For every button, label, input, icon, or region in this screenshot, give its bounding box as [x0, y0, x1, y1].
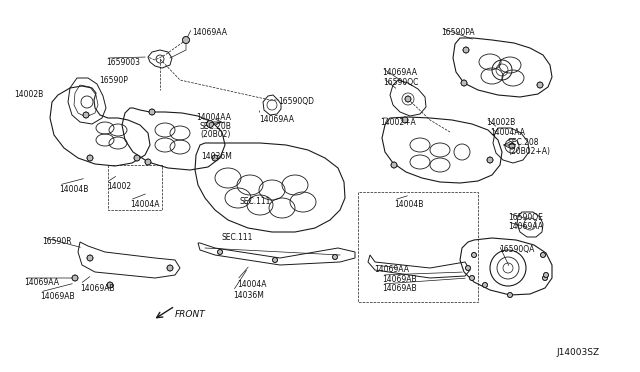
- Circle shape: [405, 96, 411, 102]
- Circle shape: [134, 155, 140, 161]
- Text: 16590R: 16590R: [42, 237, 72, 246]
- Circle shape: [487, 157, 493, 163]
- Circle shape: [107, 282, 113, 288]
- Text: 14069AA: 14069AA: [374, 265, 409, 274]
- Text: 16590QE: 16590QE: [508, 213, 543, 222]
- Circle shape: [218, 250, 223, 254]
- Text: J14003SZ: J14003SZ: [556, 348, 599, 357]
- Circle shape: [87, 255, 93, 261]
- Text: 16590QD: 16590QD: [278, 97, 314, 106]
- Text: 14004B: 14004B: [59, 185, 88, 194]
- Circle shape: [402, 117, 408, 123]
- Circle shape: [472, 253, 477, 257]
- Circle shape: [537, 82, 543, 88]
- Text: 14002: 14002: [107, 182, 131, 191]
- Circle shape: [470, 276, 474, 280]
- Circle shape: [273, 257, 278, 263]
- Text: 14002B: 14002B: [14, 90, 44, 99]
- Circle shape: [461, 80, 467, 86]
- Text: 16590P: 16590P: [99, 76, 128, 85]
- Text: 1659003: 1659003: [106, 58, 140, 67]
- Text: 14004A: 14004A: [130, 200, 159, 209]
- Circle shape: [543, 273, 548, 278]
- Text: 14069AA: 14069AA: [508, 222, 543, 231]
- Circle shape: [207, 121, 214, 128]
- Text: SEC.111: SEC.111: [239, 197, 270, 206]
- Text: 14004A: 14004A: [237, 280, 266, 289]
- Circle shape: [167, 265, 173, 271]
- Text: 14069AA: 14069AA: [192, 28, 227, 37]
- Text: SEC.20B: SEC.20B: [200, 122, 232, 131]
- Text: 14036M: 14036M: [233, 291, 264, 300]
- Circle shape: [212, 155, 218, 161]
- Text: 14069AA: 14069AA: [382, 68, 417, 77]
- Text: 16590PA: 16590PA: [441, 28, 475, 37]
- Text: 16590QA: 16590QA: [499, 245, 534, 254]
- Text: (20B02+A): (20B02+A): [508, 147, 550, 156]
- Text: 14069AB: 14069AB: [40, 292, 75, 301]
- Text: FRONT: FRONT: [175, 310, 205, 319]
- Circle shape: [83, 112, 89, 118]
- Circle shape: [541, 253, 545, 257]
- Text: 14002+A: 14002+A: [380, 118, 416, 127]
- Text: 14004AA: 14004AA: [196, 113, 231, 122]
- Text: (20B02): (20B02): [200, 130, 230, 139]
- Circle shape: [391, 162, 397, 168]
- Text: 16590QC: 16590QC: [383, 78, 419, 87]
- Text: 14004B: 14004B: [394, 200, 424, 209]
- Circle shape: [87, 155, 93, 161]
- Circle shape: [182, 36, 189, 44]
- Circle shape: [333, 254, 337, 260]
- Text: SEC.208: SEC.208: [508, 138, 540, 147]
- Circle shape: [72, 275, 78, 281]
- Text: 14069AB: 14069AB: [382, 275, 417, 284]
- Circle shape: [543, 276, 547, 280]
- Text: 14004AA: 14004AA: [490, 128, 525, 137]
- Circle shape: [483, 282, 488, 288]
- Circle shape: [509, 143, 515, 149]
- Circle shape: [149, 109, 155, 115]
- Text: 14069AA: 14069AA: [24, 278, 59, 287]
- Text: 14069AA: 14069AA: [259, 115, 294, 124]
- Text: SEC.111: SEC.111: [222, 233, 253, 242]
- Text: 14069AB: 14069AB: [382, 284, 417, 293]
- Text: 14069AB: 14069AB: [80, 284, 115, 293]
- Circle shape: [508, 292, 513, 298]
- Circle shape: [465, 266, 470, 270]
- Circle shape: [145, 159, 151, 165]
- Text: 14002B: 14002B: [486, 118, 515, 127]
- Circle shape: [463, 47, 469, 53]
- Text: 14036M: 14036M: [201, 152, 232, 161]
